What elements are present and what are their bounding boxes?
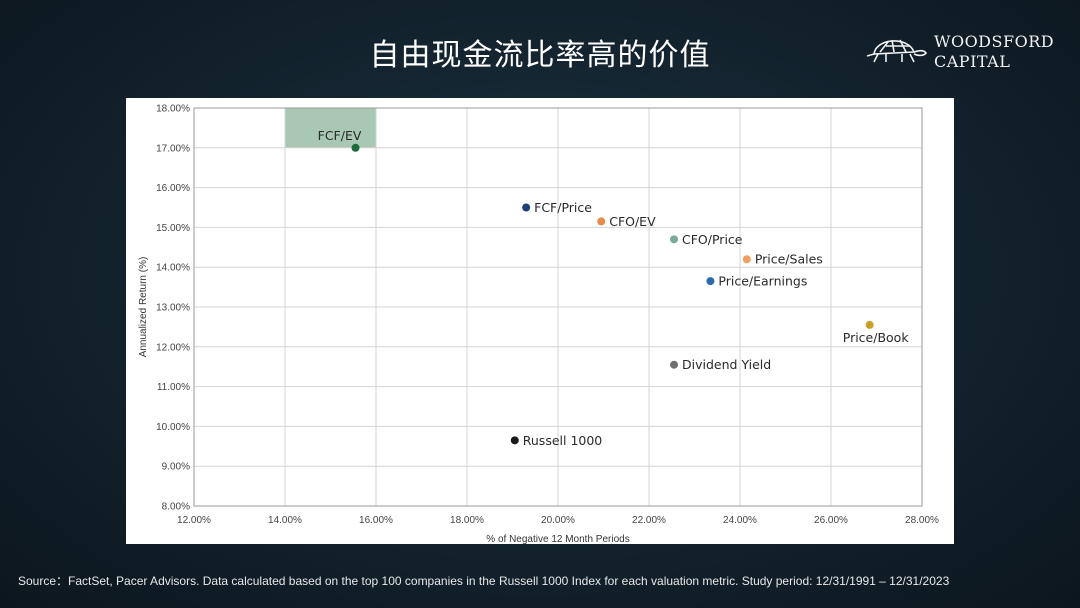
y-axis-label: Annualized Return (%) [138,257,149,358]
x-tick-label: 14.00% [268,515,302,526]
x-tick-label: 26.00% [814,515,848,526]
y-tick-label: 13.00% [156,303,190,314]
x-tick-label: 22.00% [632,515,666,526]
data-point[interactable] [510,436,519,445]
data-label: FCF/Price [534,200,592,215]
x-tick-label: 12.00% [177,515,211,526]
x-tick-label: 20.00% [541,515,575,526]
data-point[interactable] [351,143,360,152]
x-tick-label: 16.00% [359,515,393,526]
logo-line-2: CAPITAL [934,52,1011,71]
data-point[interactable] [670,360,679,369]
scatter-chart: 12.00% 14.00% 16.00% 18.00% 20.00% 22.00% 24.0… [138,104,939,545]
data-label: Russell 1000 [523,433,603,448]
logo-line-1: WOODSFORD [934,32,1055,51]
y-tick-label: 15.00% [156,223,190,234]
data-point[interactable] [706,277,715,286]
woodsford-capital-logo: WOODSFORD CAPITAL [862,28,1062,74]
y-tick-label: 10.00% [156,422,190,433]
data-label: FCF/EV [318,128,362,143]
x-axis-label: % of Negative 12 Month Periods [486,534,629,544]
y-tick-label: 14.00% [156,263,190,274]
data-point[interactable] [522,203,531,212]
source-note: Source：FactSet, Pacer Advisors. Data cal… [18,574,950,588]
highlight-region [285,108,376,148]
data-label: Price/Book [843,330,910,345]
y-tick-label: 17.00% [156,143,190,154]
plot-area [193,107,923,507]
data-label: Price/Sales [755,252,823,267]
y-tick-label: 11.00% [157,382,190,393]
scatter-chart-panel: 12.00% 14.00% 16.00% 18.00% 20.00% 22.00% 24.0… [126,98,954,544]
data-point[interactable] [597,217,606,226]
y-tick-label: 12.00% [156,342,190,353]
slide-title: 自由现金流比率高的价值 [369,38,711,73]
y-tick-label: 18.00% [156,104,190,115]
data-label: CFO/EV [609,214,656,229]
y-tick-label: 16.00% [156,183,190,194]
data-point[interactable] [742,255,751,264]
data-label: Price/Earnings [718,274,807,289]
x-tick-label: 28.00% [905,515,939,526]
data-point[interactable] [865,320,874,329]
data-point[interactable] [670,235,679,244]
y-tick-label: 8.00% [162,502,190,513]
x-tick-label: 24.00% [723,515,757,526]
data-label: Dividend Yield [682,357,771,372]
data-label: CFO/Price [682,232,743,247]
tortoise-icon [866,39,927,63]
y-tick-label: 9.00% [162,462,190,473]
x-tick-label: 18.00% [450,515,484,526]
